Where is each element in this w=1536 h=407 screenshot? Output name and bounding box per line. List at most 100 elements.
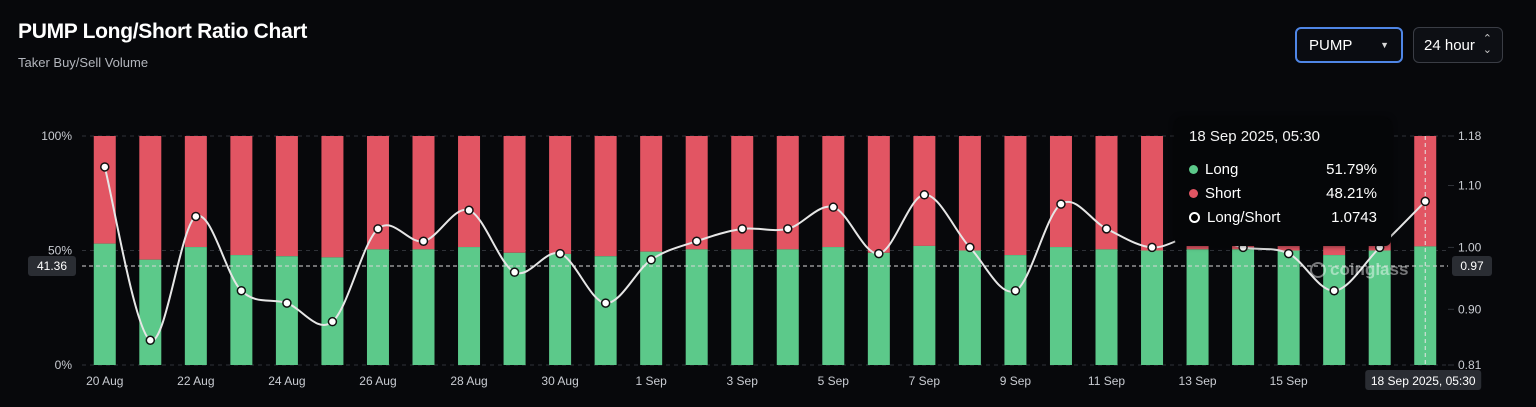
bar-long (458, 247, 481, 365)
bar-short (321, 136, 344, 258)
bar-short (139, 136, 162, 260)
bar-short (93, 136, 116, 244)
right-axis-tick: 1.18 (1458, 129, 1482, 143)
x-axis-tick: 22 Aug (177, 374, 214, 388)
tooltip-title: 18 Sep 2025, 05:30 (1189, 128, 1320, 145)
crosshair-right-badge (1452, 255, 1492, 276)
bar-long (1186, 249, 1209, 365)
bar-long (1049, 247, 1072, 365)
bar-short (640, 136, 663, 252)
bar-short (503, 136, 526, 253)
ratio-point (509, 267, 520, 277)
ratio-point (919, 190, 930, 200)
interval-select[interactable]: 24 hour ⌃ ⌄ (1413, 27, 1503, 63)
ratio-point (874, 248, 884, 259)
symbol-select-value: PUMP (1309, 36, 1353, 54)
bar-short (1141, 136, 1164, 251)
bar-long (776, 249, 799, 365)
ratio-point (191, 211, 201, 222)
ratio-point (1329, 285, 1339, 296)
bar-long (1323, 255, 1346, 365)
updown-chevron-icon: ⌃ ⌄ (1482, 33, 1492, 56)
left-axis-tick: 100% (41, 129, 72, 143)
bar-long (93, 243, 116, 365)
bar-long (275, 256, 298, 365)
bar-long (1277, 250, 1300, 365)
ratio-point (691, 236, 702, 246)
coinglass-watermark: coinglass (1310, 260, 1408, 280)
short-dot-icon (1189, 188, 1198, 198)
ratio-point (464, 205, 474, 216)
bar-long (822, 247, 845, 365)
bar-long (913, 245, 936, 365)
x-axis-tick: 30 Aug (541, 374, 578, 388)
ratio-point (327, 316, 338, 327)
ratio-point (1147, 242, 1157, 253)
bar-short (1095, 136, 1118, 250)
right-axis-tick: 0.90 (1458, 302, 1482, 316)
ratio-point (282, 298, 292, 308)
bar-long (685, 249, 708, 365)
bar-long (867, 252, 890, 365)
x-axis-tick: 9 Sep (1000, 374, 1032, 388)
left-axis-tick: 50% (48, 244, 72, 258)
bar-long (640, 251, 663, 365)
crosshair-left-label: 41.36 (37, 259, 67, 273)
ratio-point (1056, 199, 1066, 209)
bar-short (867, 136, 890, 253)
ratio-point (1010, 285, 1021, 296)
crosshair-left-badge (28, 255, 76, 276)
bar-short (731, 136, 754, 250)
left-axis-tick: 0% (55, 358, 73, 372)
page-title: PUMP Long/Short Ratio Chart (18, 20, 308, 43)
bar-short (366, 136, 389, 250)
x-axis-tick: 24 Aug (268, 374, 305, 388)
tooltip-row-long: Long 51.79% (1189, 157, 1377, 181)
bar-long (1095, 249, 1118, 365)
ratio-point (1420, 196, 1430, 207)
ratio-point (555, 248, 565, 259)
x-axis-tick: 26 Aug (359, 374, 396, 388)
symbol-select[interactable]: PUMP ▼ (1295, 27, 1403, 63)
ratio-point (373, 224, 383, 234)
ratio-point (418, 236, 429, 246)
x-axis-tick: 28 Aug (450, 374, 487, 388)
page-subtitle: Taker Buy/Sell Volume (18, 55, 149, 70)
x-axis-tick: 3 Sep (727, 374, 759, 388)
x-axis-tick: 13 Sep (1179, 374, 1217, 388)
right-axis-tick: 1.10 (1458, 179, 1482, 193)
bar-short (230, 136, 253, 256)
ratio-point (1283, 248, 1294, 259)
bar-long (731, 249, 754, 365)
x-axis-tick: 15 Sep (1270, 374, 1308, 388)
tooltip-row-short: Short 48.21% (1189, 181, 1377, 205)
crosshair-x-badge (1365, 370, 1482, 390)
ratio-point (965, 242, 975, 253)
interval-select-value: 24 hour (1424, 36, 1475, 54)
chevron-down-icon: ▼ (1380, 40, 1389, 50)
bar-long (139, 259, 162, 365)
x-axis-tick: 20 Aug (86, 374, 123, 388)
x-axis-tick: 1 Sep (635, 374, 667, 388)
bar-long (1004, 255, 1027, 365)
bar-short (275, 136, 298, 257)
bar-long (958, 250, 981, 365)
bar-long (549, 253, 572, 365)
hover-tooltip: 18 Sep 2025, 05:30 Long 51.79% Short 48.… (1175, 118, 1391, 246)
crosshair-right-label: 0.97 (1460, 259, 1484, 273)
bar-short (549, 136, 572, 254)
x-axis-tick: 5 Sep (818, 374, 850, 388)
tooltip-row-ratio: Long/Short 1.0743 (1189, 205, 1377, 229)
x-axis-tick: 7 Sep (909, 374, 941, 388)
bar-short (1049, 136, 1072, 248)
ratio-point (236, 285, 247, 296)
bar-long (594, 256, 617, 365)
ratio-point (828, 202, 839, 212)
ratio-point (737, 224, 747, 234)
bar-short (776, 136, 799, 250)
bar-long (321, 257, 344, 365)
right-axis-tick: 0.81 (1458, 358, 1482, 372)
ratio-point (600, 298, 611, 308)
bar-long (184, 247, 207, 365)
bar-long (1368, 250, 1391, 365)
